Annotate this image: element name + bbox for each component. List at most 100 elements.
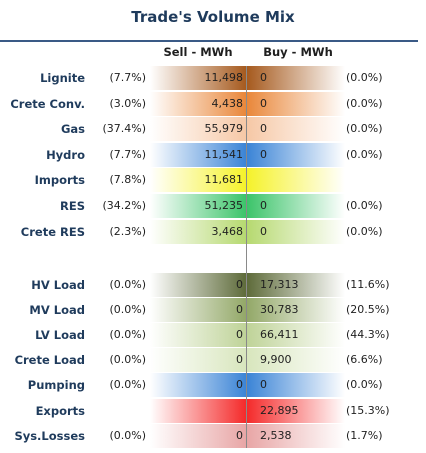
buy-value: 0 (260, 225, 267, 238)
sell-bar (150, 323, 246, 347)
title-rule (0, 40, 418, 42)
table-row: Crete Conv. (3.0%) 4,438 0 (0.0%) (0, 92, 426, 116)
buy-percent: (1.7%) (346, 429, 383, 442)
table-row: RES (34.2%) 51,235 0 (0.0%) (0, 194, 426, 218)
sell-bar (150, 298, 246, 322)
sell-percent: (7.8%) (109, 173, 146, 186)
table-row: LV Load (0.0%) 0 66,411 (44.3%) (0, 323, 426, 347)
table-row: Hydro (7.7%) 11,541 0 (0.0%) (0, 143, 426, 167)
buy-percent: (15.3%) (346, 404, 390, 417)
sell-percent: (2.3%) (109, 225, 146, 238)
sell-percent: (0.0%) (109, 303, 146, 316)
buy-value: 0 (260, 97, 267, 110)
row-label: Hydro (46, 148, 85, 162)
sell-bar (150, 273, 246, 297)
sell-percent: (0.0%) (109, 278, 146, 291)
buy-bar (247, 168, 345, 192)
sell-value: 0 (236, 378, 243, 391)
sell-value: 4,438 (211, 97, 244, 110)
row-label: Pumping (27, 378, 85, 392)
table-row: Exports 22,895 (15.3%) (0, 399, 426, 423)
sell-percent: (7.7%) (109, 148, 146, 161)
buy-percent: (0.0%) (346, 148, 383, 161)
buy-value: 0 (260, 199, 267, 212)
buy-value: 22,895 (260, 404, 299, 417)
buy-value: 2,538 (260, 429, 292, 442)
row-label: MV Load (29, 303, 85, 317)
sell-percent: (0.0%) (109, 353, 146, 366)
table-row: Sys.Losses (0.0%) 0 2,538 (1.7%) (0, 424, 426, 448)
sell-bar (150, 373, 246, 397)
buy-bar (247, 143, 345, 167)
table-row: MV Load (0.0%) 0 30,783 (20.5%) (0, 298, 426, 322)
buy-value (260, 168, 344, 192)
sell-value: 55,979 (204, 122, 244, 135)
row-label: Crete RES (20, 225, 85, 239)
sell-value: 11,498 (204, 71, 244, 84)
buy-value: 30,783 (260, 303, 299, 316)
buy-bar (247, 117, 345, 141)
row-label: Lignite (40, 71, 85, 85)
row-label: Crete Load (14, 353, 85, 367)
sell-percent (76, 399, 146, 423)
sell-percent: (7.7%) (109, 71, 146, 84)
row-label: RES (60, 199, 85, 213)
buy-bar (247, 298, 345, 322)
buy-header: Buy - MWh (263, 45, 333, 59)
buy-value: 17,313 (260, 278, 299, 291)
row-label: Imports (34, 173, 85, 187)
center-divider (246, 66, 247, 448)
buy-percent: (0.0%) (346, 378, 383, 391)
table-row: HV Load (0.0%) 0 17,313 (11.6%) (0, 273, 426, 297)
table-row: Pumping (0.0%) 0 0 (0.0%) (0, 373, 426, 397)
buy-bar (247, 323, 345, 347)
sell-bar (150, 66, 246, 90)
sell-bar (150, 92, 246, 116)
buy-value: 0 (260, 71, 267, 84)
sell-value: 11,681 (204, 173, 244, 186)
buy-bar (247, 66, 345, 90)
sell-value (150, 399, 243, 423)
sell-value: 0 (236, 328, 243, 341)
row-label: Exports (35, 404, 85, 418)
row-label: LV Load (35, 328, 85, 342)
table-row: Gas (37.4%) 55,979 0 (0.0%) (0, 117, 426, 141)
buy-bar (247, 373, 345, 397)
row-label: Gas (60, 122, 85, 136)
sell-value: 0 (236, 353, 243, 366)
buy-percent: (0.0%) (346, 97, 383, 110)
buy-percent: (20.5%) (346, 303, 390, 316)
buy-percent: (0.0%) (346, 199, 383, 212)
sell-percent: (0.0%) (109, 429, 146, 442)
row-label: Crete Conv. (10, 97, 85, 111)
buy-bar (247, 424, 345, 448)
sell-value: 51,235 (204, 199, 244, 212)
row-label: HV Load (31, 278, 85, 292)
buy-bar (247, 194, 345, 218)
sell-percent: (0.0%) (109, 378, 146, 391)
table-row: Imports (7.8%) 11,681 (0, 168, 426, 192)
table-row: Crete Load (0.0%) 0 9,900 (6.6%) (0, 348, 426, 372)
buy-value: 0 (260, 378, 267, 391)
buy-bar (247, 399, 345, 423)
sell-bar (150, 194, 246, 218)
table-row: Crete RES (2.3%) 3,468 0 (0.0%) (0, 220, 426, 244)
buy-bar (247, 273, 345, 297)
sell-percent: (0.0%) (109, 328, 146, 341)
buy-percent: (0.0%) (346, 71, 383, 84)
sell-value: 0 (236, 303, 243, 316)
sell-percent: (3.0%) (109, 97, 146, 110)
sell-value: 0 (236, 278, 243, 291)
buy-value: 0 (260, 122, 267, 135)
buy-bar (247, 220, 345, 244)
sell-value: 3,468 (211, 225, 244, 238)
sell-bar (150, 220, 246, 244)
buy-percent: (0.0%) (346, 225, 383, 238)
sell-header: Sell - MWh (163, 45, 233, 59)
table-row: Lignite (7.7%) 11,498 0 (0.0%) (0, 66, 426, 90)
buy-value: 66,411 (260, 328, 299, 341)
buy-bar (247, 92, 345, 116)
sell-bar (150, 424, 246, 448)
buy-percent: (44.3%) (346, 328, 390, 341)
